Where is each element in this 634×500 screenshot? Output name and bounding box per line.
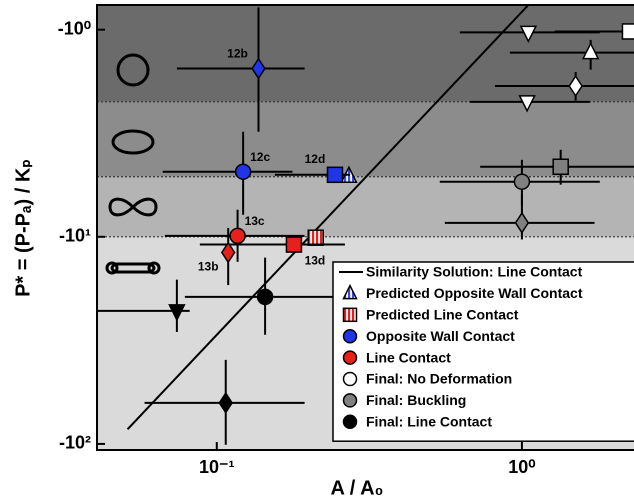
legend-label: Predicted Opposite Wall Contact [366,285,583,301]
marker-triangle-down [168,304,186,322]
marker-triangle-up [342,283,358,300]
legend-label: Final: No Deformation [366,371,512,387]
y-tick-label: -10² [59,433,91,453]
marker-square [342,307,358,323]
legend-label: Predicted Line Contact [366,307,519,323]
icon-dumbbell-end [105,261,119,275]
legend-label: Final: Buckling [366,392,466,408]
marker-diamond [251,57,266,80]
marker-triangle-down [519,25,538,44]
x-tick-label: 10⁰ [508,457,535,477]
marker-circle [342,393,358,408]
x-axis-label: A / A₀ [330,477,383,499]
point-label: 13b [198,260,219,274]
icon-figure-eight [108,197,158,217]
marker-circle [342,371,358,387]
point-label: 13d [305,254,326,268]
marker-triangle-up [581,41,600,60]
marker-square [307,229,324,246]
legend-label: Final: Line Contact [366,414,492,430]
legend-label: Similarity Solution: Line Contact [366,264,583,280]
point-label: 13c [245,214,265,228]
marker-circle [513,173,531,190]
point-label: 12c [250,150,270,164]
plot-area: 12b 12c 12d 13c 13b 13d [97,5,634,445]
icon-circle [116,53,150,87]
marker-diamond [220,241,236,264]
marker-square [621,23,634,40]
marker-diamond [568,74,583,98]
marker-square [552,158,569,176]
shape-icons [105,53,161,275]
marker-circle [342,350,358,365]
marker-diamond [218,391,234,415]
y-axis-label: P* = (P-Pₐ) / Kₚ [12,159,34,297]
marker-circle [256,288,274,306]
marker-triangle-down [518,95,536,113]
icon-ellipse [111,129,155,155]
marker-square [285,236,303,253]
marker-square [326,166,344,184]
legend-label: Line Contact [366,349,451,365]
y-tick-label: -10¹ [59,226,91,246]
axes: A / A₀ P* = (P-Pₐ) / Kₚ -10⁰ -10¹ -10² 10⁻¹… [12,4,634,499]
plot-frame [96,4,634,451]
marker-circle [342,328,358,344]
point-label: 12b [227,47,248,61]
region [97,176,634,237]
marker-circle [342,414,358,430]
marker-circle [234,163,252,180]
icon-dumbbell-end [147,261,161,275]
similarity-line [126,5,530,430]
region [97,101,634,177]
marker-circle [229,227,246,245]
legend-box [332,261,634,442]
y-tick-label: -10⁰ [58,18,91,38]
legend: Similarity Solution: Line Contact Predict… [332,261,634,442]
x-tick-label: 10⁻¹ [199,457,235,477]
point-label: 12d [305,152,326,166]
legend-label: Opposite Wall Contact [366,328,515,344]
marker-diamond [514,211,530,234]
